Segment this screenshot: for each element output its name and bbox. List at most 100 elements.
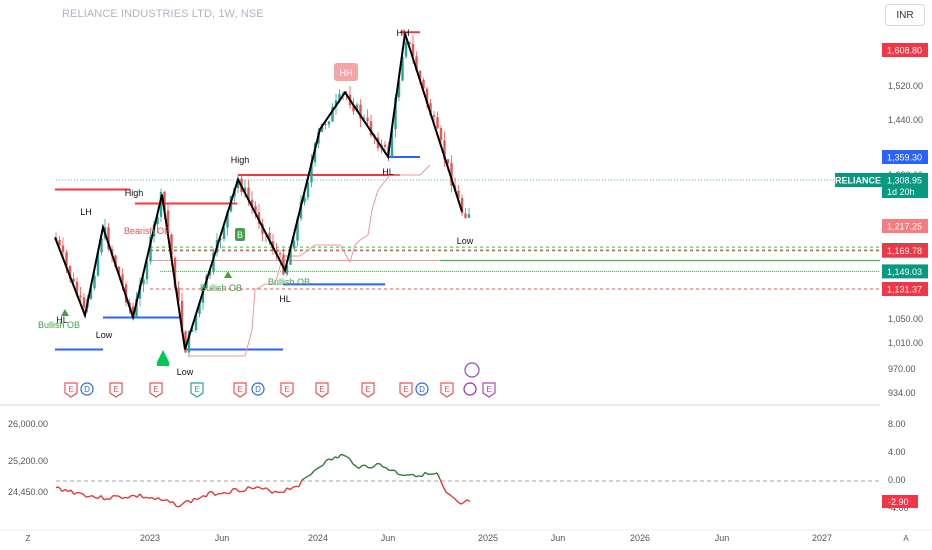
osc-segment (145, 496, 150, 499)
candle-body (212, 252, 215, 272)
candle-body (198, 302, 201, 315)
candle-body (187, 330, 191, 353)
osc-segment (325, 458, 330, 462)
earnings-icon (315, 382, 329, 398)
earnings-marker: E (403, 385, 408, 394)
time-tick: 2025 (478, 533, 498, 543)
candle-body (401, 56, 404, 81)
osc-segment (274, 490, 279, 494)
axis-letter: Z (26, 534, 31, 543)
price-tag (882, 150, 928, 164)
candle-body (142, 279, 145, 285)
earnings-icon (109, 382, 123, 398)
candle-body (429, 103, 432, 116)
price-tag (882, 219, 928, 233)
lightning-icon (463, 382, 477, 396)
earnings-marker: E (486, 385, 491, 394)
candle-body (338, 93, 341, 101)
osc-segment (124, 496, 129, 499)
candle-body (327, 121, 331, 125)
earnings-marker: E (237, 385, 242, 394)
osc-segment (148, 496, 153, 499)
osc-segment (328, 458, 333, 461)
candle-body (226, 211, 229, 228)
osc-segment (154, 497, 159, 501)
osc-segment (349, 458, 354, 465)
osc-segment (181, 501, 186, 506)
candle-body (366, 117, 369, 122)
osc-segment (196, 497, 201, 501)
structure-label: HH (397, 28, 410, 38)
osc-segment (235, 488, 240, 493)
candle-body (149, 236, 152, 262)
b-badge-text: B (237, 230, 243, 240)
osc-segment (136, 493, 141, 498)
osc-segment (271, 490, 276, 494)
earnings-icon (280, 382, 294, 398)
osc-segment (220, 491, 225, 495)
price-tag-text: 1,149.03 (887, 267, 922, 277)
osc-segment (73, 491, 78, 495)
price-tag-text: 1,359.30 (887, 153, 922, 163)
osc-segment (106, 498, 111, 501)
osc-segment (103, 498, 108, 501)
time-tick: 2026 (630, 533, 650, 543)
time-tick: Jun (381, 533, 396, 543)
candle-body (61, 245, 65, 253)
osc-segment (262, 487, 267, 490)
candle-body (324, 123, 327, 125)
osc-segment (310, 470, 315, 475)
candle-body (135, 298, 138, 317)
candle-body (250, 199, 254, 207)
osc-segment (259, 487, 264, 490)
currency-button[interactable]: INR (885, 4, 925, 26)
candle-body (100, 238, 103, 253)
candle-body (79, 295, 82, 298)
ob-label: Bullish OB (38, 320, 80, 330)
candle-body (208, 271, 212, 276)
candle-body (236, 178, 240, 189)
candle-body (117, 266, 121, 275)
price-tag-text: 1,217.25 (887, 222, 922, 232)
candle-body (390, 129, 394, 157)
osc-segment (211, 491, 216, 496)
osc-segment (67, 489, 72, 493)
osc-segment (304, 475, 309, 479)
candle-body (278, 253, 282, 255)
osc-segment (166, 499, 171, 504)
earnings-icon (482, 382, 496, 398)
candle-body (296, 218, 299, 241)
osc-segment (352, 463, 357, 467)
osc-segment (172, 501, 177, 507)
candle-body (404, 42, 408, 57)
osc-segment (301, 477, 306, 481)
osc-segment (379, 463, 384, 468)
osc-segment (253, 486, 258, 490)
osc-segment (382, 466, 387, 469)
osc-segment (457, 501, 462, 505)
osc-segment (394, 469, 399, 475)
osc-segment (199, 495, 204, 499)
earnings-icon (190, 382, 204, 398)
osc-segment (205, 491, 210, 498)
osc-segment (343, 454, 348, 458)
price-tick: 1,520.00 (888, 81, 923, 91)
candle-body (415, 56, 418, 72)
osc-segment (445, 491, 450, 495)
sparkle-icon (464, 362, 480, 378)
osc-segment (91, 494, 96, 499)
osc-segment (397, 473, 402, 476)
candle-body (82, 297, 86, 308)
earnings-marker: E (68, 385, 73, 394)
hh-badge (334, 63, 358, 81)
candle-body (121, 274, 124, 285)
candle-body (334, 100, 338, 107)
osc-segment (319, 464, 324, 468)
osc-segment (346, 456, 351, 460)
countdown-text: 1d 20h (887, 187, 915, 197)
candle-body (408, 42, 411, 45)
osc-segment (412, 473, 417, 478)
osc-segment (340, 453, 345, 457)
osc-segment (289, 486, 294, 491)
